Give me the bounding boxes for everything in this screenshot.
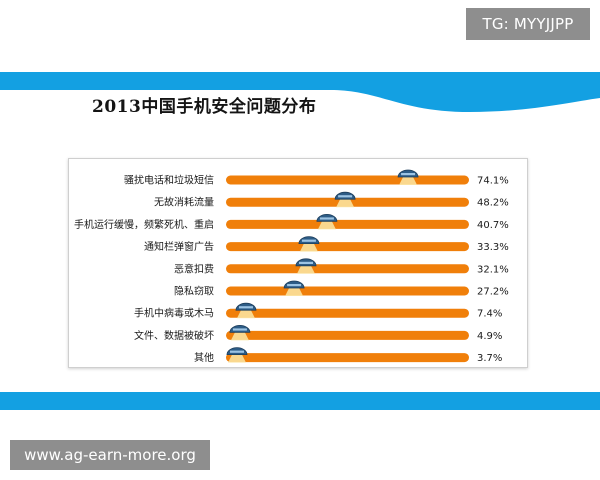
value-label: 4.9% xyxy=(477,331,502,342)
value-label: 74.1% xyxy=(477,176,509,187)
bar-row: 手机中病毒或木马 7.4% xyxy=(134,302,502,320)
bar-row: 文件、数据被破坏 4.9% xyxy=(134,325,502,342)
site-watermark: www.ag-earn-more.org xyxy=(10,440,210,470)
bar xyxy=(226,308,469,318)
value-label: 33.3% xyxy=(477,242,509,253)
bar xyxy=(226,175,469,185)
category-label: 手机运行缓慢，频繁死机、重启 xyxy=(74,218,214,231)
bar-row: 其他 3.7% xyxy=(194,347,502,364)
value-label: 27.2% xyxy=(477,287,509,298)
value-marker-glow xyxy=(299,243,318,252)
value-marker-glow xyxy=(399,177,418,185)
value-label: 3.7% xyxy=(477,353,502,364)
bar-row: 骚扰电话和垃圾短信 74.1% xyxy=(124,169,509,187)
value-marker-glow xyxy=(317,221,336,230)
value-label: 32.1% xyxy=(477,264,509,275)
value-label: 48.2% xyxy=(477,198,509,209)
category-label: 手机中病毒或木马 xyxy=(134,307,214,320)
value-label: 7.4% xyxy=(477,309,502,320)
bar xyxy=(226,353,469,363)
bar-row: 通知栏弹窗广告 33.3% xyxy=(144,236,509,253)
value-marker-highlight xyxy=(401,173,416,176)
bar-row: 手机运行缓慢，频繁死机、重启 40.7% xyxy=(74,214,509,231)
value-marker-highlight xyxy=(229,350,244,353)
value-marker-highlight xyxy=(319,217,334,220)
bar-row: 恶意扣费 32.1% xyxy=(174,258,509,275)
value-marker-glow xyxy=(336,199,355,208)
category-label: 通知栏弹窗广告 xyxy=(144,240,214,253)
footer-band xyxy=(0,392,600,410)
chart-frame: 骚扰电话和垃圾短信 74.1% 无故消耗流量 48.2% 手机运行缓慢，频繁死机、重启 4… xyxy=(68,158,528,368)
value-marker-highlight xyxy=(301,239,316,242)
bar xyxy=(226,264,469,274)
category-label: 无故消耗流量 xyxy=(154,196,214,209)
bar xyxy=(226,242,469,252)
value-marker-glow xyxy=(297,265,316,274)
bar xyxy=(226,219,469,229)
header-band xyxy=(0,72,600,132)
category-label: 骚扰电话和垃圾短信 xyxy=(124,174,214,187)
value-marker-highlight xyxy=(238,306,253,309)
bar xyxy=(226,286,469,296)
value-marker-highlight xyxy=(232,328,247,331)
value-marker-glow xyxy=(230,332,249,341)
category-label: 其他 xyxy=(194,351,214,364)
category-label: 隐私窃取 xyxy=(174,285,214,298)
category-label: 文件、数据被破坏 xyxy=(134,329,214,342)
bar-chart: 骚扰电话和垃圾短信 74.1% 无故消耗流量 48.2% 手机运行缓慢，频繁死机、重启 4… xyxy=(74,169,509,364)
tg-watermark: TG: MYYJJPP xyxy=(466,8,590,40)
value-marker-glow xyxy=(227,354,246,363)
bar-row: 无故消耗流量 48.2% xyxy=(154,191,509,209)
page-title: 2013中国手机安全问题分布 xyxy=(92,97,317,117)
value-marker-glow xyxy=(285,288,304,296)
category-label: 恶意扣费 xyxy=(174,262,214,275)
value-marker-highlight xyxy=(287,284,302,287)
bar xyxy=(226,330,469,340)
bar-row: 隐私窃取 27.2% xyxy=(174,280,509,298)
value-marker-highlight xyxy=(338,195,353,198)
value-label: 40.7% xyxy=(477,220,509,231)
value-marker-glow xyxy=(236,310,255,319)
value-marker-highlight xyxy=(299,261,314,264)
